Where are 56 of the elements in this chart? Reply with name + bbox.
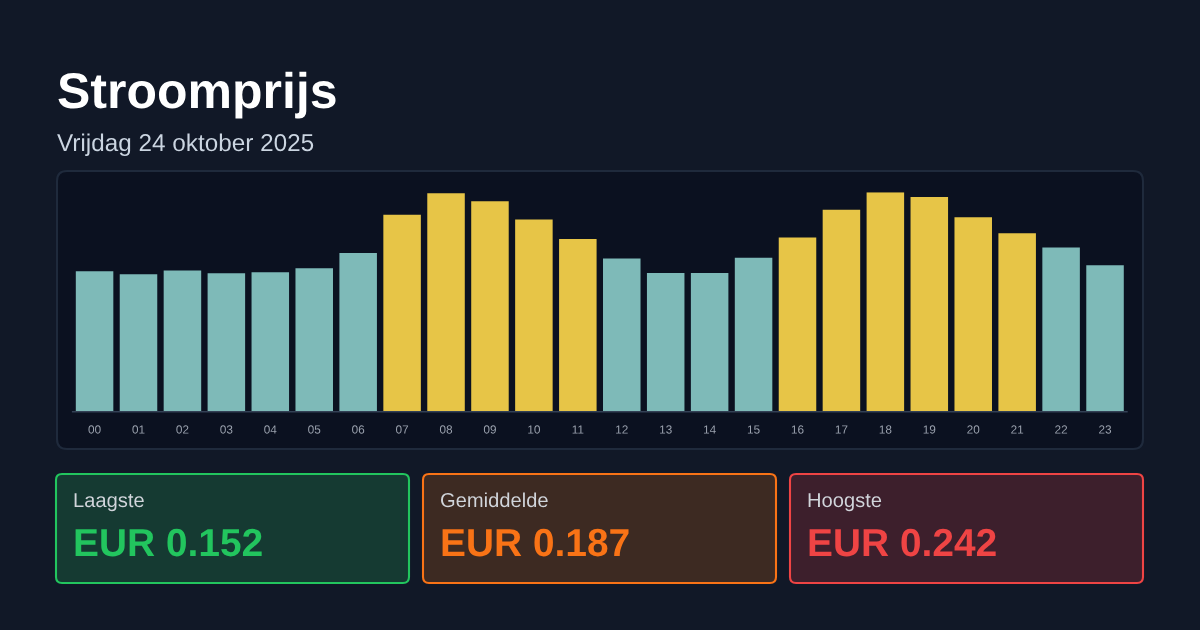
x-tick-label: 18 (879, 425, 892, 434)
bar (734, 257, 773, 412)
bar (822, 209, 861, 412)
x-tick-label: 21 (1011, 425, 1024, 434)
x-tick-label: 08 (439, 425, 453, 434)
text: Hoogste (808, 493, 882, 512)
bar (471, 201, 509, 412)
bar (119, 274, 158, 412)
bar (1086, 265, 1124, 412)
x-tick-label: 11 (572, 425, 584, 434)
bar (778, 237, 817, 412)
bar (251, 272, 290, 412)
x-tick-label: 13 (660, 425, 672, 434)
x-tick-label: 06 (352, 425, 365, 434)
text: EUR 0.242 (809, 528, 996, 557)
x-tick-label: 20 (967, 425, 980, 434)
text: EUR 0.187 (442, 528, 629, 557)
x-tick-label: 23 (1099, 425, 1112, 434)
x-tick-label: 03 (220, 425, 233, 434)
x-tick-label: 09 (483, 425, 496, 434)
text: Laagste (74, 493, 144, 512)
x-tick-label: 14 (703, 425, 716, 434)
bar (207, 273, 246, 412)
bar (910, 196, 949, 412)
bar (339, 253, 377, 412)
bar (646, 273, 685, 412)
x-tick-label: 16 (791, 425, 804, 434)
bar (75, 271, 114, 412)
x-tick-label: 10 (528, 425, 540, 434)
x-tick-label: 12 (616, 425, 628, 434)
chart-title: Stroomprijs (58, 71, 336, 119)
x-tick-label: 05 (308, 425, 321, 434)
bar (163, 270, 202, 412)
text: EUR 0.152 (75, 528, 262, 557)
bar (1042, 247, 1080, 412)
x-tick-label: 00 (88, 425, 101, 434)
bar (515, 219, 553, 412)
bar (866, 192, 905, 412)
x-tick-label: 22 (1055, 425, 1068, 434)
text: Gemiddelde (441, 492, 548, 508)
chart-subtitle: Vrijdag 24 oktober 2025 (57, 133, 314, 157)
x-tick-label: 17 (835, 425, 848, 434)
bar (998, 233, 1036, 412)
bar (603, 258, 641, 412)
x-tick-label: 01 (132, 425, 145, 434)
x-tick-label: 04 (264, 425, 277, 434)
bar (427, 193, 465, 412)
bar (383, 214, 421, 412)
x-tick-label: 19 (923, 425, 936, 434)
x-tick-label: 02 (176, 425, 189, 434)
bar (295, 268, 333, 412)
bar (690, 273, 729, 412)
x-tick-label: 07 (396, 425, 409, 434)
x-tick-label: 15 (747, 425, 760, 434)
bar (559, 239, 597, 412)
bar (954, 217, 992, 412)
